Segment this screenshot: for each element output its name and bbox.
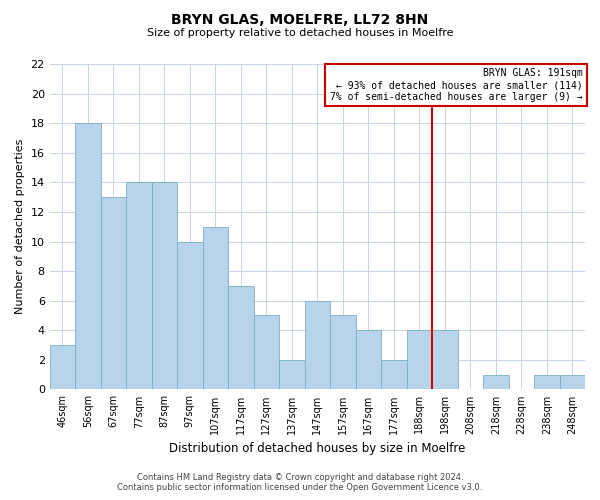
Bar: [228, 286, 254, 390]
Bar: [126, 182, 152, 390]
Text: Contains HM Land Registry data © Crown copyright and database right 2024.
Contai: Contains HM Land Registry data © Crown c…: [118, 473, 482, 492]
Text: BRYN GLAS: 191sqm
← 93% of detached houses are smaller (114)
7% of semi-detached: BRYN GLAS: 191sqm ← 93% of detached hous…: [330, 68, 583, 102]
Bar: [152, 182, 177, 390]
Bar: [254, 316, 279, 390]
Y-axis label: Number of detached properties: Number of detached properties: [15, 139, 25, 314]
Bar: [356, 330, 381, 390]
Bar: [560, 374, 585, 390]
Bar: [381, 360, 407, 390]
Bar: [305, 300, 330, 390]
Bar: [279, 360, 305, 390]
Bar: [483, 374, 509, 390]
Bar: [330, 316, 356, 390]
X-axis label: Distribution of detached houses by size in Moelfre: Distribution of detached houses by size …: [169, 442, 466, 455]
Bar: [177, 242, 203, 390]
Bar: [407, 330, 432, 390]
Text: Size of property relative to detached houses in Moelfre: Size of property relative to detached ho…: [147, 28, 453, 38]
Bar: [50, 345, 75, 390]
Bar: [432, 330, 458, 390]
Bar: [101, 197, 126, 390]
Bar: [534, 374, 560, 390]
Text: BRYN GLAS, MOELFRE, LL72 8HN: BRYN GLAS, MOELFRE, LL72 8HN: [172, 12, 428, 26]
Bar: [75, 123, 101, 390]
Bar: [203, 226, 228, 390]
